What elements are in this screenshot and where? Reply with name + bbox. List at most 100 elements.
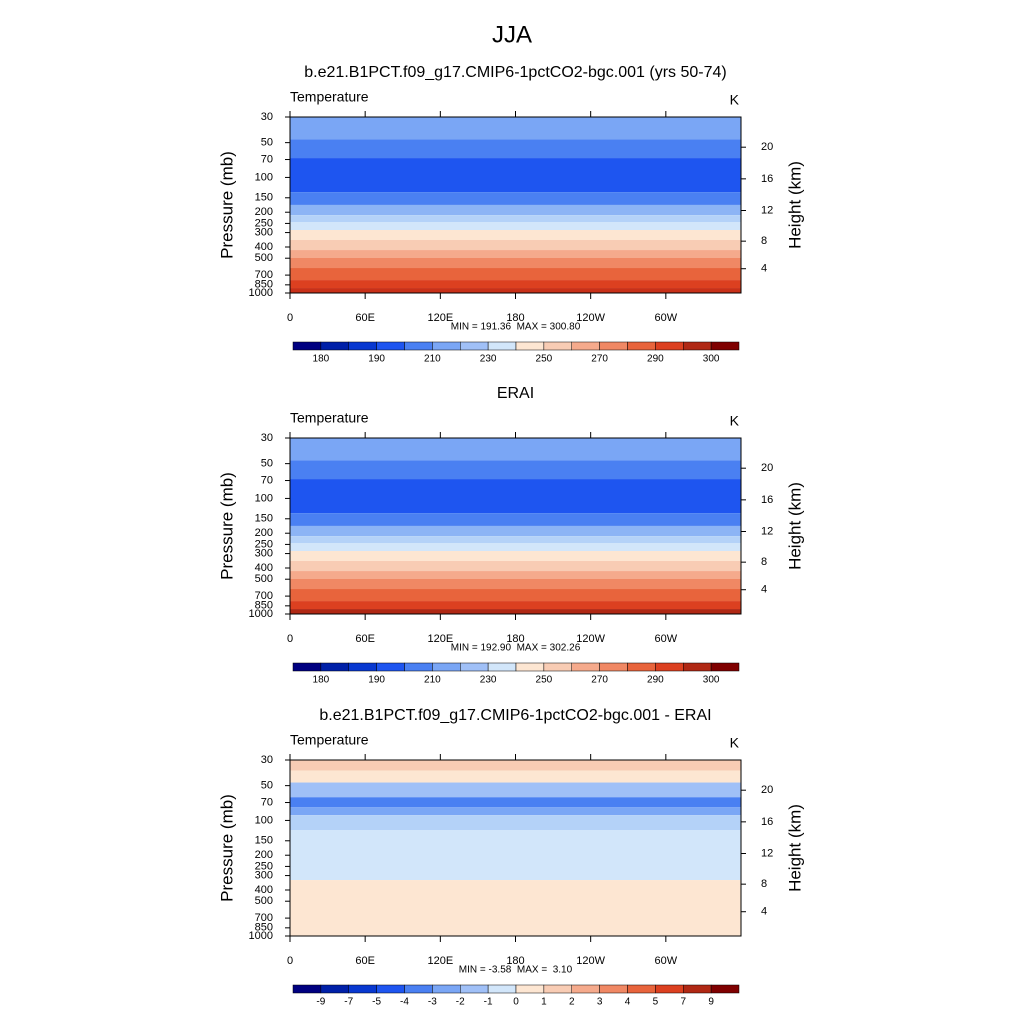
colorbar-box [404,341,433,351]
stats: MIN = -3.58 MAX = 3.10 [459,965,573,976]
panel-title: b.e21.B1PCT.f09_g17.CMIP6-1pctCO2-bgc.00… [304,64,726,81]
colorbar-label: 300 [703,675,720,686]
contour-band [290,609,741,614]
y-tick-label: 700 [255,269,273,281]
contour-band [290,536,741,543]
x-tick-label: 60E [355,633,375,645]
colorbar-box [487,341,517,351]
colorbar-label: 190 [368,675,385,686]
colorbar-label: 210 [424,675,441,686]
colorbar-box [432,341,461,351]
x-tick-label: 180 [506,955,524,967]
colorbar-box [710,984,740,994]
colorbar-box [460,662,489,672]
contour-band [290,829,741,881]
y2-tick-label: 16 [761,816,773,828]
colorbar-box [515,984,545,994]
colorbar-box [710,662,740,672]
x-tick-label: 180 [506,633,524,645]
contour-band [290,815,741,830]
contour-band [290,601,741,610]
y2-tick-label: 8 [761,235,767,247]
contour-band [290,782,741,798]
contour-band [290,192,741,205]
colorbar-box [571,662,600,672]
colorbar-label: 250 [536,675,553,686]
colorbar-box [320,984,349,994]
colorbar-label: 3 [597,997,603,1008]
colorbar-label: 4 [625,997,631,1008]
colorbar-box [543,984,572,994]
y-tick-label: 1000 [249,608,273,620]
y2-tick-label: 20 [761,784,773,796]
colorbar-label: 210 [424,354,441,365]
colorbar-box [571,341,600,351]
contour-band [290,561,741,572]
x-tick-label: 120E [427,955,453,967]
x-tick-label: 120E [427,312,453,324]
y2-tick-label: 4 [761,263,767,275]
colorbar-box [627,341,656,351]
y2-tick-label: 8 [761,878,767,890]
colorbar-box [543,341,572,351]
colorbar-label: -2 [456,997,465,1008]
colorbar-box [571,984,600,994]
colorbar-box [710,341,740,351]
colorbar-label: 270 [591,354,608,365]
y-tick-label: 70 [261,474,273,486]
y-tick-label: 200 [255,206,273,218]
colorbar-label: -9 [316,997,325,1008]
left-label: Temperature [290,410,369,426]
contour-band [290,204,741,216]
colorbar-label: 300 [703,354,720,365]
y-tick-label: 100 [255,814,273,826]
colorbar-box [599,662,628,672]
colorbar-box [655,984,684,994]
y2-tick-label: 4 [761,584,767,596]
y2-tick-label: 16 [761,494,773,506]
contour-band [290,221,741,230]
colorbar-label: 0 [513,997,519,1008]
colorbar-label: -5 [372,997,381,1008]
y-tick-label: 400 [255,884,273,896]
colorbar-box [432,984,461,994]
contour-band [290,438,741,461]
colorbar-label: 5 [653,997,659,1008]
y-tick-label: 30 [261,754,273,766]
y-tick-label: 100 [255,492,273,504]
colorbar-label: 9 [708,997,714,1008]
colorbar-box [515,662,545,672]
contour-band [290,542,741,551]
y-tick-label: 300 [255,226,273,238]
colorbar-box [348,984,377,994]
contour-band [290,229,741,241]
y2-axis-label: Height (km) [785,161,804,249]
x-tick-label: 60W [655,312,678,324]
contour-band [290,550,741,562]
colorbar-box [376,984,405,994]
y-tick-label: 50 [261,780,273,792]
colorbar-box [460,341,489,351]
colorbar-label: 1 [541,997,547,1008]
colorbar-label: 180 [313,675,330,686]
y-tick-label: 250 [255,538,273,550]
colorbar-label: 230 [480,675,497,686]
colorbar-box [627,984,656,994]
panel-title: b.e21.B1PCT.f09_g17.CMIP6-1pctCO2-bgc.00… [319,707,711,724]
colorbar-label: 250 [536,354,553,365]
colorbar-label: 270 [591,675,608,686]
y2-tick-label: 8 [761,556,767,568]
contour-band [290,268,741,281]
y-tick-label: 200 [255,527,273,539]
stats: MIN = 192.90 MAX = 302.26 [451,643,581,654]
colorbar-label: -4 [400,997,409,1008]
y2-tick-label: 4 [761,906,767,918]
colorbar-box [543,662,572,672]
y-tick-label: 70 [261,153,273,165]
x-tick-label: 60E [355,312,375,324]
y-tick-label: 250 [255,860,273,872]
colorbar-box [292,984,322,994]
y-tick-label: 30 [261,432,273,444]
y-tick-label: 850 [255,279,273,291]
